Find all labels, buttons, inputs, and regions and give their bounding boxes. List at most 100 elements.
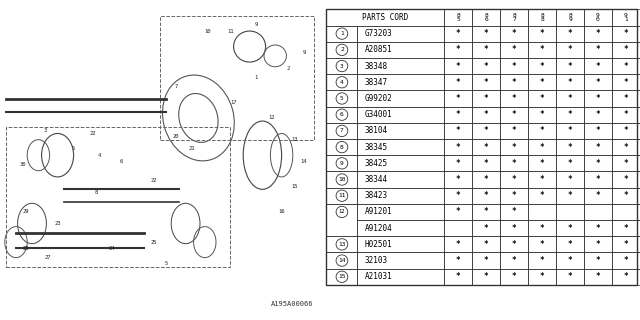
Bar	[472, 188, 500, 204]
Text: 8
9: 8 9	[568, 12, 572, 22]
Bar	[357, 172, 444, 188]
Bar	[444, 269, 472, 285]
Bar	[584, 155, 612, 172]
Text: 15: 15	[338, 274, 346, 279]
Bar	[556, 139, 584, 155]
Text: *: *	[596, 240, 600, 249]
Bar	[612, 107, 640, 123]
Bar	[500, 188, 528, 204]
Bar	[472, 42, 500, 58]
Text: 12: 12	[339, 209, 345, 214]
Text: 25: 25	[150, 240, 157, 244]
Text: *: *	[484, 61, 488, 70]
Text: 24: 24	[109, 246, 115, 251]
Text: *: *	[456, 240, 461, 249]
Text: *: *	[568, 94, 572, 103]
Text: *: *	[623, 143, 628, 152]
Bar	[528, 58, 556, 74]
Bar	[444, 58, 472, 74]
Text: *: *	[512, 78, 516, 87]
Text: *: *	[456, 175, 461, 184]
Text: 38348: 38348	[364, 61, 387, 70]
Bar	[326, 9, 637, 285]
Text: *: *	[540, 256, 545, 265]
Text: *: *	[456, 207, 461, 216]
Bar	[528, 90, 556, 107]
Text: 29: 29	[22, 209, 29, 213]
Text: 9
1: 9 1	[624, 12, 628, 22]
Text: *: *	[484, 191, 488, 200]
Text: *: *	[623, 224, 628, 233]
Bar	[556, 155, 584, 172]
Text: *: *	[456, 61, 461, 70]
Text: *: *	[596, 256, 600, 265]
Text: 14: 14	[338, 258, 346, 263]
Text: *: *	[568, 45, 572, 54]
Text: *: *	[540, 94, 545, 103]
Text: *: *	[512, 240, 516, 249]
Bar	[500, 26, 528, 42]
Text: 13: 13	[338, 242, 346, 247]
Bar	[357, 42, 444, 58]
Bar	[500, 236, 528, 252]
Text: *: *	[540, 61, 545, 70]
Bar	[357, 74, 444, 90]
Bar	[584, 42, 612, 58]
Text: *: *	[540, 78, 545, 87]
Bar	[500, 204, 528, 220]
Text: *: *	[623, 94, 628, 103]
Bar	[326, 188, 357, 204]
Text: *: *	[512, 175, 516, 184]
Text: *: *	[568, 175, 572, 184]
Text: *: *	[512, 110, 516, 119]
Text: *: *	[456, 110, 461, 119]
Text: *: *	[512, 29, 516, 38]
Text: G34001: G34001	[364, 110, 392, 119]
Bar	[584, 123, 612, 139]
Bar	[584, 220, 612, 236]
Text: *: *	[596, 94, 600, 103]
Text: *: *	[512, 61, 516, 70]
Bar	[472, 107, 500, 123]
Text: *: *	[623, 61, 628, 70]
Bar	[556, 123, 584, 139]
Bar	[556, 9, 584, 26]
Text: *: *	[596, 126, 600, 135]
Text: *: *	[540, 29, 545, 38]
Text: *: *	[540, 224, 545, 233]
Text: *: *	[540, 272, 545, 281]
Bar	[528, 204, 556, 220]
Text: A195A00066: A195A00066	[271, 301, 314, 307]
Text: 9
0: 9 0	[596, 12, 600, 22]
Bar	[6, 127, 230, 267]
Text: 3: 3	[340, 64, 344, 68]
Bar	[326, 172, 357, 188]
Bar	[556, 269, 584, 285]
Text: 14: 14	[301, 159, 307, 164]
Text: *: *	[456, 78, 461, 87]
Bar	[584, 252, 612, 269]
Text: 8: 8	[340, 145, 344, 149]
Text: *: *	[596, 272, 600, 281]
Text: 32103: 32103	[364, 256, 387, 265]
Text: 6: 6	[120, 159, 124, 164]
Bar	[556, 58, 584, 74]
Text: *: *	[540, 175, 545, 184]
Bar	[556, 204, 584, 220]
Bar	[584, 188, 612, 204]
Bar	[584, 58, 612, 74]
Text: H02501: H02501	[364, 240, 392, 249]
Bar	[528, 42, 556, 58]
Text: *: *	[484, 175, 488, 184]
Bar	[556, 172, 584, 188]
Text: 7: 7	[340, 128, 344, 133]
Bar	[472, 236, 500, 252]
Text: A91201: A91201	[364, 207, 392, 216]
Bar	[444, 188, 472, 204]
Bar	[500, 74, 528, 90]
Text: 38344: 38344	[364, 175, 387, 184]
Bar	[326, 236, 357, 252]
Text: 5: 5	[340, 96, 344, 101]
Bar	[472, 74, 500, 90]
Text: 38423: 38423	[364, 191, 387, 200]
